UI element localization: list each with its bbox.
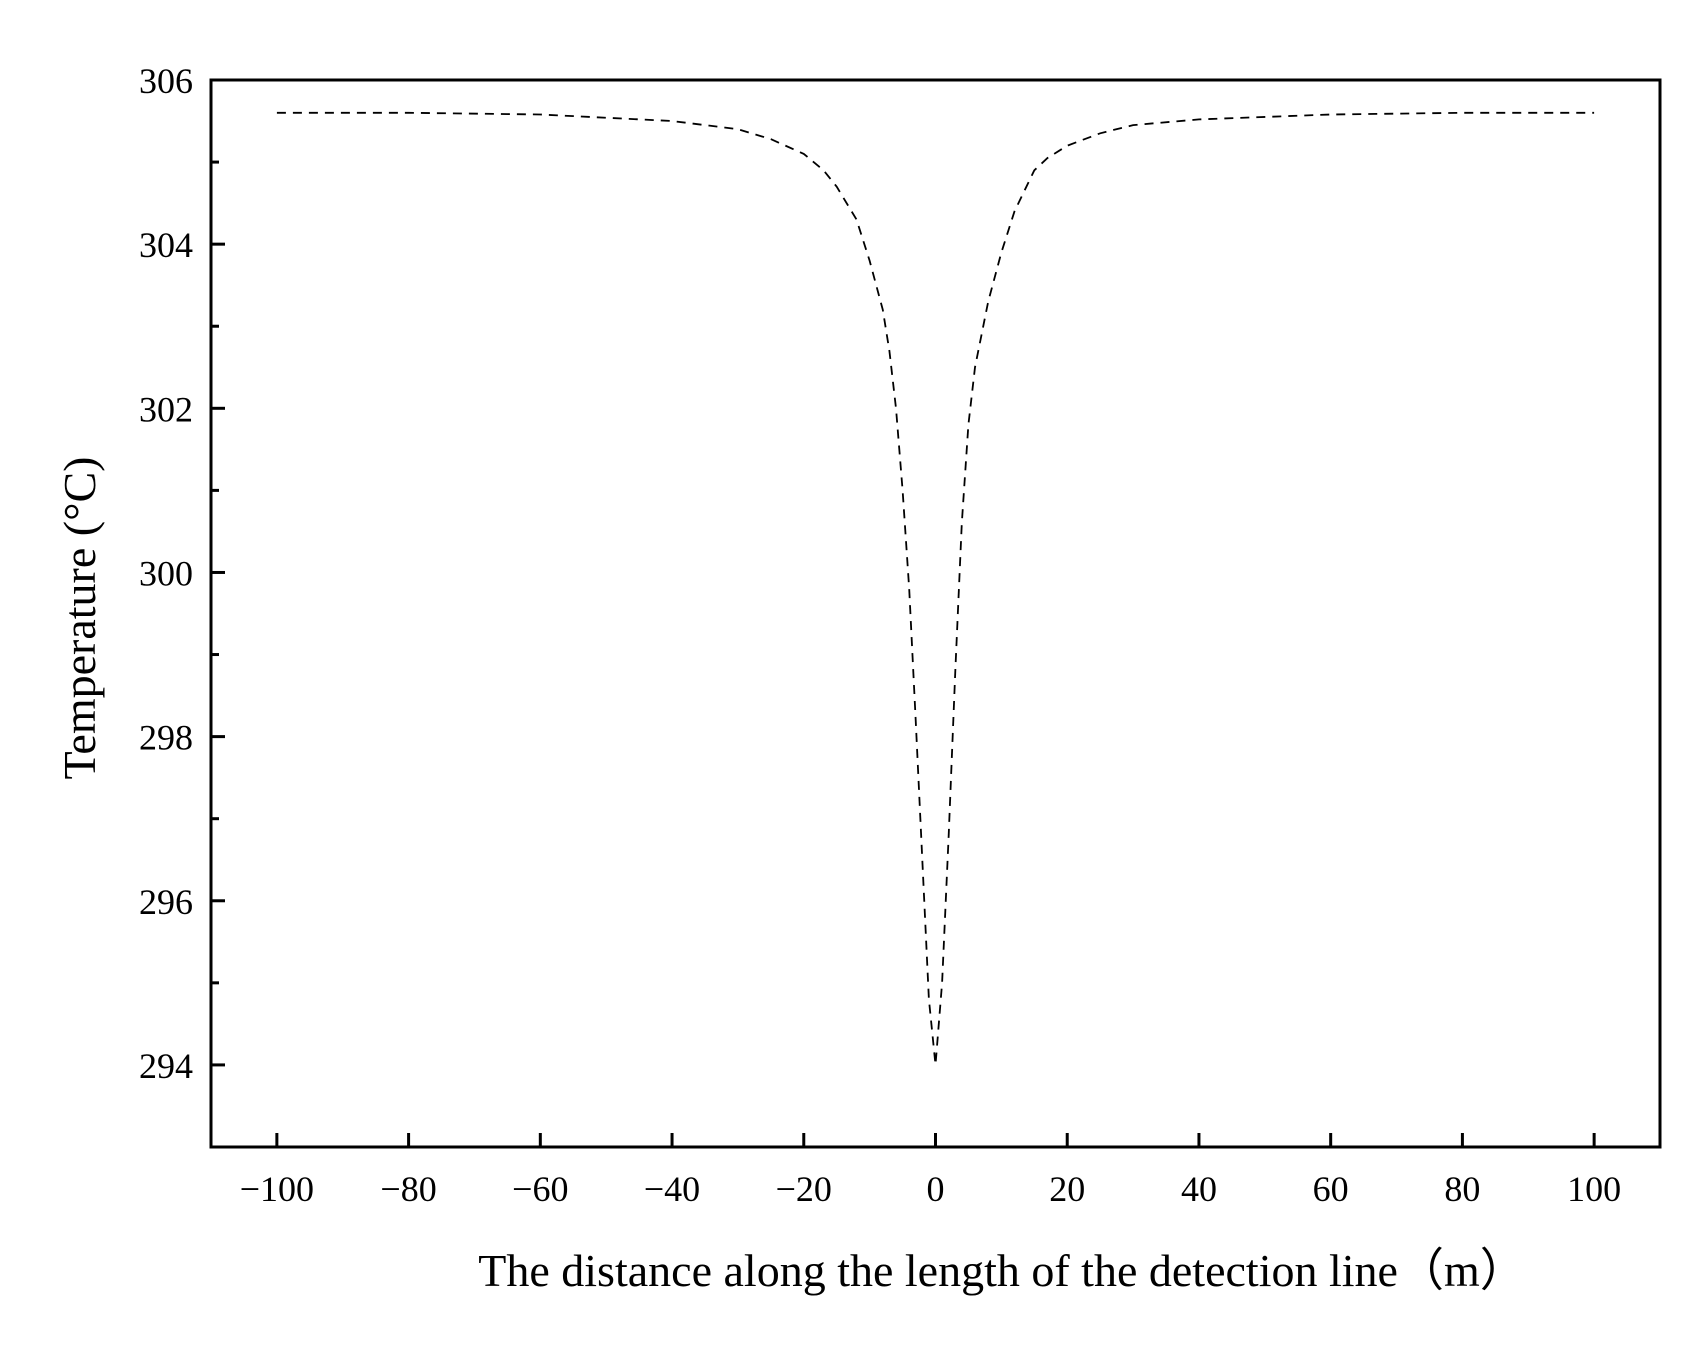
y-tick-label: 298 <box>139 718 193 758</box>
plot-area <box>209 78 1662 1149</box>
x-tick-label: −20 <box>776 1169 832 1209</box>
x-axis-title: The distance along the length of the det… <box>478 1245 1525 1296</box>
y-tick-label: 302 <box>139 389 193 429</box>
y-tick-label: 296 <box>139 882 193 922</box>
series-layer <box>276 111 1595 1065</box>
series-line-0 <box>276 111 1595 1065</box>
x-tick-label: 100 <box>1567 1169 1621 1209</box>
x-tick-label: 20 <box>1049 1169 1085 1209</box>
x-tick-label: −80 <box>380 1169 436 1209</box>
y-tick-label: 294 <box>139 1046 193 1086</box>
x-tick-label: 80 <box>1444 1169 1480 1209</box>
y-tick-label: 304 <box>139 225 193 265</box>
y-axis: 294 296 298 300 302 304 306 <box>139 61 225 1086</box>
x-tick-label: 0 <box>927 1169 945 1209</box>
y-axis-title: Temperature (°C) <box>54 457 105 780</box>
plot-frame <box>209 78 1662 1149</box>
y-tick-label: 300 <box>139 553 193 593</box>
x-tick-label: 40 <box>1181 1169 1217 1209</box>
x-tick-label: −60 <box>512 1169 568 1209</box>
x-tick-label: −40 <box>644 1169 700 1209</box>
x-tick-label: 60 <box>1313 1169 1349 1209</box>
x-tick-label: −100 <box>240 1169 314 1209</box>
y-tick-label: 306 <box>139 61 193 101</box>
x-axis: −100 −80 −60 −40 −20 0 20 40 60 80 100 <box>240 1133 1621 1209</box>
